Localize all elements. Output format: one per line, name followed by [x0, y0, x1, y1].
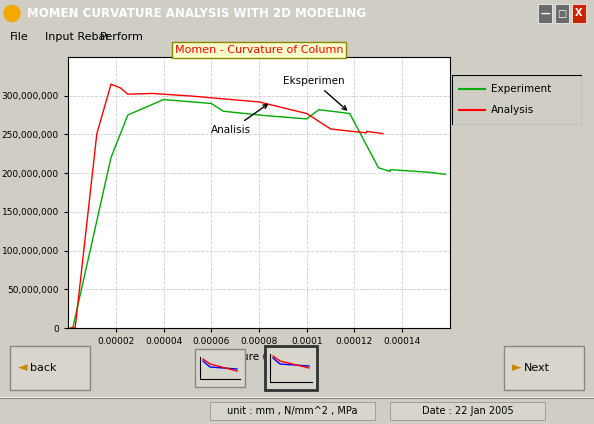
Text: Analysis: Analysis — [491, 105, 534, 115]
FancyBboxPatch shape — [10, 346, 90, 390]
Experiment — [67, 326, 74, 331]
FancyBboxPatch shape — [538, 4, 552, 23]
Analysis — [67, 325, 74, 330]
Text: MOMEN CURVATURE ANALYSIS WITH 2D MODELING: MOMEN CURVATURE ANALYSIS WITH 2D MODELIN… — [27, 7, 366, 20]
Text: Input Rebar: Input Rebar — [45, 32, 110, 42]
Text: ◄: ◄ — [18, 362, 28, 374]
Text: unit : mm , N/mm^2 , MPa: unit : mm , N/mm^2 , MPa — [228, 406, 358, 416]
Text: Experiment: Experiment — [491, 84, 551, 94]
Line: Experiment: Experiment — [70, 100, 446, 328]
Analysis — [78, 262, 86, 267]
FancyBboxPatch shape — [195, 349, 245, 387]
Experiment — [324, 108, 331, 113]
Text: back: back — [30, 363, 56, 373]
Circle shape — [4, 6, 20, 22]
FancyBboxPatch shape — [390, 402, 545, 420]
Experiment — [366, 149, 374, 154]
Analysis — [370, 130, 377, 135]
FancyBboxPatch shape — [504, 346, 584, 390]
FancyBboxPatch shape — [572, 4, 586, 23]
Text: □: □ — [557, 8, 567, 19]
Analysis — [176, 92, 183, 98]
Text: Eksperimen: Eksperimen — [283, 76, 346, 110]
Experiment — [219, 108, 226, 113]
Analysis — [108, 81, 115, 86]
Text: —: — — [540, 8, 550, 19]
Text: Date : 22 Jan 2005: Date : 22 Jan 2005 — [422, 406, 513, 416]
Experiment — [232, 110, 239, 115]
Analysis — [379, 131, 386, 136]
Text: Perform: Perform — [100, 32, 144, 42]
Experiment — [105, 165, 112, 170]
Title: Momen - Curvature of Column: Momen - Curvature of Column — [175, 45, 343, 55]
Experiment — [160, 97, 168, 102]
X-axis label: Curvature (rad/mm): Curvature (rad/mm) — [207, 351, 311, 362]
Text: ►: ► — [512, 362, 522, 374]
Text: X: X — [575, 8, 583, 19]
FancyBboxPatch shape — [210, 402, 375, 420]
Analysis — [283, 106, 290, 111]
Experiment — [442, 172, 449, 177]
Text: File: File — [10, 32, 29, 42]
Analysis — [106, 86, 113, 91]
Text: Analisis: Analisis — [211, 104, 267, 135]
Experiment — [359, 136, 366, 141]
Line: Analysis: Analysis — [70, 84, 383, 328]
FancyBboxPatch shape — [555, 4, 569, 23]
FancyBboxPatch shape — [265, 346, 317, 390]
Text: Next: Next — [524, 363, 550, 373]
Analysis — [315, 119, 322, 124]
